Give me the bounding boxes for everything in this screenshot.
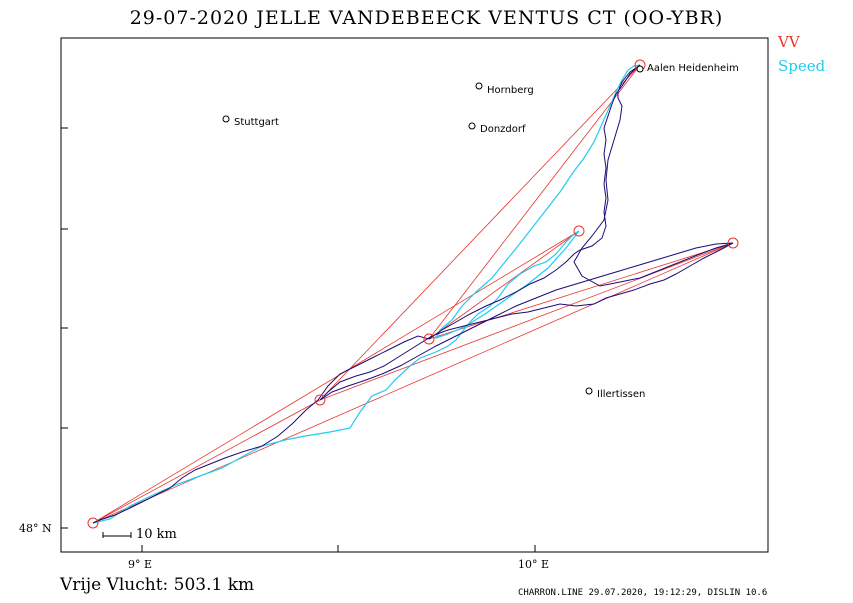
footer-credit: CHARRON.LINE 29.07.2020, 19:12:29, DISLI… xyxy=(518,588,768,598)
marker-illertissen xyxy=(585,387,593,395)
legend-speed: Speed xyxy=(778,57,826,75)
flight-track xyxy=(92,64,734,524)
map-frame xyxy=(60,37,769,553)
lat-ticks xyxy=(61,127,68,529)
marker-stuttgart xyxy=(222,115,230,123)
scale-bar xyxy=(102,532,132,538)
marker-hornberg xyxy=(475,82,483,90)
marker-donzdorf xyxy=(468,122,476,130)
turnpoints xyxy=(87,59,739,529)
free-flight-distance: Vrije Vlucht: 503.1 km xyxy=(60,575,255,595)
scale-bar-label: 10 km xyxy=(136,527,177,542)
place-aalen-heidenheim: Aalen Heidenheim xyxy=(647,63,739,74)
lon-label-10e: 10° E xyxy=(518,558,550,571)
marker-aalen xyxy=(636,65,644,73)
place-markers xyxy=(222,65,644,395)
lat-label-48n: 48° N xyxy=(19,522,52,535)
lon-ticks xyxy=(141,545,536,552)
place-hornberg: Hornberg xyxy=(487,85,534,96)
task-line-2 xyxy=(319,242,734,401)
task-line xyxy=(92,64,734,524)
speed-track xyxy=(92,64,641,524)
lon-label-9e: 9° E xyxy=(128,558,153,571)
place-donzdorf: Donzdorf xyxy=(480,124,526,135)
map-title: 29-07-2020 JELLE VANDEBEECK VENTUS CT (O… xyxy=(129,7,724,29)
place-illertissen: Illertissen xyxy=(597,389,646,400)
legend-vv: VV xyxy=(778,33,800,51)
place-stuttgart: Stuttgart xyxy=(234,117,279,128)
